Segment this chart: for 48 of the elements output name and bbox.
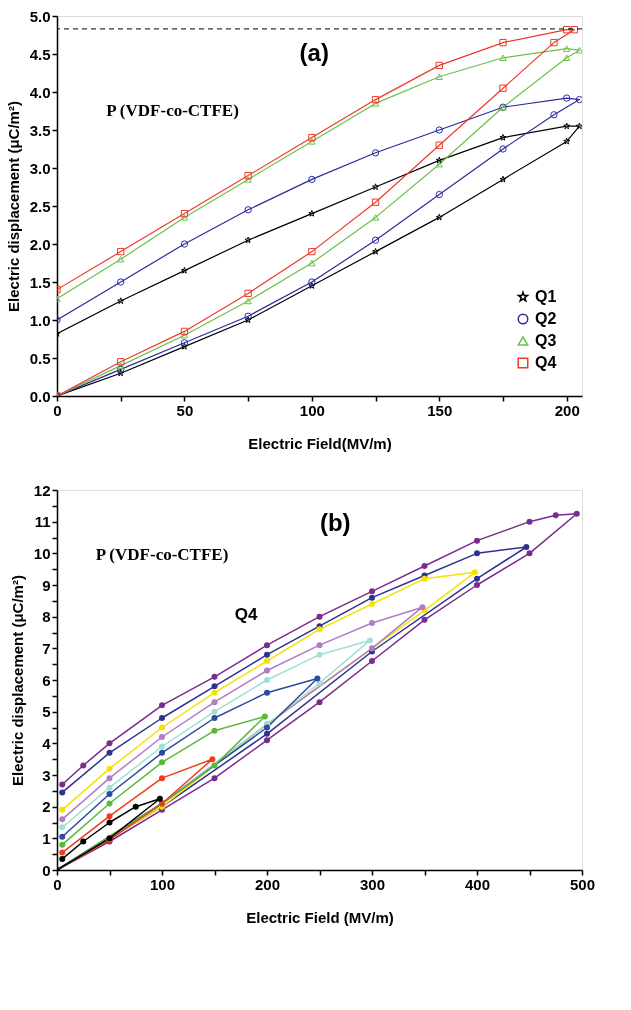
legend-label: Q3 (535, 332, 557, 349)
legend-label: Q4 (535, 354, 557, 371)
y-tick-label: 3.5 (29, 121, 51, 139)
y-tick-label: 2 (42, 798, 51, 816)
annotation: P (VDF-co-CTFE) (95, 544, 229, 564)
y-tick-label: 5 (42, 703, 51, 721)
y-tick-label: 0.5 (29, 349, 51, 367)
x-tick-label: 200 (254, 875, 281, 893)
y-tick-label: 1.5 (29, 273, 51, 291)
y-tick-label: 0 (42, 861, 51, 879)
y-tick-label: 11 (34, 513, 51, 531)
y-tick-label: 8 (42, 608, 51, 626)
y-tick-label: 9 (42, 576, 51, 594)
y-axis-title: Electric displacement (μC/m²) (8, 575, 26, 786)
x-tick-label: 0 (53, 875, 62, 893)
y-tick-label: 3 (42, 766, 51, 784)
annotation: (b) (319, 509, 351, 537)
y-tick-label: 4.0 (29, 83, 51, 101)
x-tick-label: 300 (359, 875, 386, 893)
x-axis-title: Electric Field (MV/m) (246, 908, 394, 926)
y-tick-label: 4 (42, 734, 52, 752)
x-tick-label: 150 (427, 401, 453, 419)
legend-label: Q1 (535, 288, 557, 305)
y-tick-label: 7 (42, 639, 51, 657)
y-tick-label: 10 (33, 544, 51, 562)
y-tick-label: 6 (42, 671, 51, 689)
x-tick-label: 50 (176, 401, 194, 419)
y-tick-label: 2.0 (29, 235, 51, 253)
annotation: P (VDF-co-CTFE) (106, 101, 239, 120)
x-tick-label: 100 (299, 401, 325, 419)
y-tick-label: 5.0 (29, 7, 51, 25)
y-tick-label: 3.0 (29, 159, 51, 177)
y-tick-label: 1 (42, 829, 51, 847)
y-tick-label: 12 (33, 481, 51, 499)
x-tick-label: 100 (149, 875, 176, 893)
x-axis-title: Electric Field(MV/m) (248, 434, 392, 452)
y-tick-label: 4.5 (29, 45, 51, 63)
y-axis-title: Electric displacement (μC/m²) (4, 101, 22, 312)
legend-label: Q2 (535, 310, 557, 327)
annotation: (a) (299, 39, 329, 66)
y-tick-label: 1.0 (29, 311, 51, 329)
x-tick-label: 0 (53, 401, 62, 419)
y-tick-label: 0.0 (29, 387, 51, 405)
x-tick-label: 400 (464, 875, 491, 893)
annotation: Q4 (234, 605, 258, 625)
x-tick-label: 500 (569, 875, 596, 893)
x-tick-label: 200 (554, 401, 580, 419)
y-tick-label: 2.5 (29, 197, 51, 215)
